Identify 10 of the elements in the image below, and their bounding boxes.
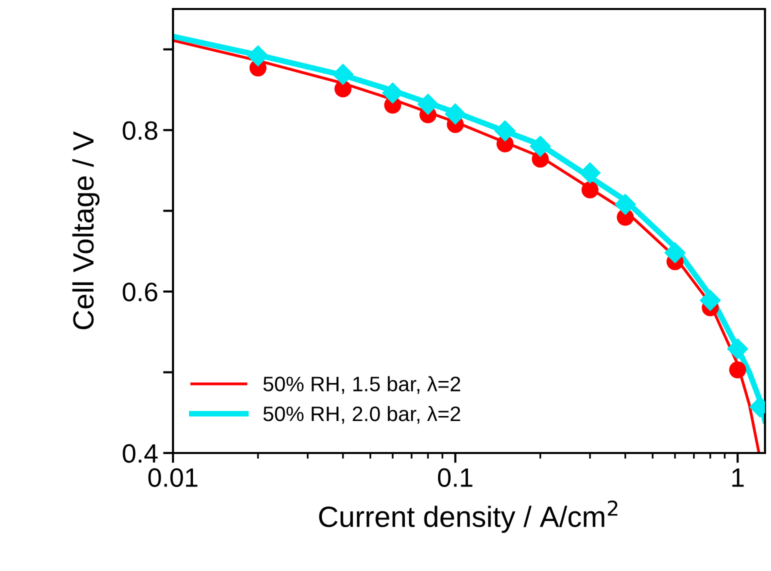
legend-label: 50% RH, 2.0 bar, λ=2 (263, 406, 460, 424)
y-tick-label: 0.8 (122, 121, 158, 140)
legend-label: 50% RH, 1.5 bar, λ=2 (263, 376, 460, 394)
x-tick-label: 1 (732, 468, 744, 487)
y-axis-title: Cell Voltage / V (72, 131, 100, 330)
y-tick-label: 0.4 (122, 444, 158, 463)
x-axis-title: Current density / A/cm$^{2}$ (319, 500, 618, 533)
x-tick-label: 0.01 (148, 468, 198, 487)
y-tick-label: 0.6 (122, 282, 158, 302)
x-tick-label: 0.1 (438, 468, 472, 487)
